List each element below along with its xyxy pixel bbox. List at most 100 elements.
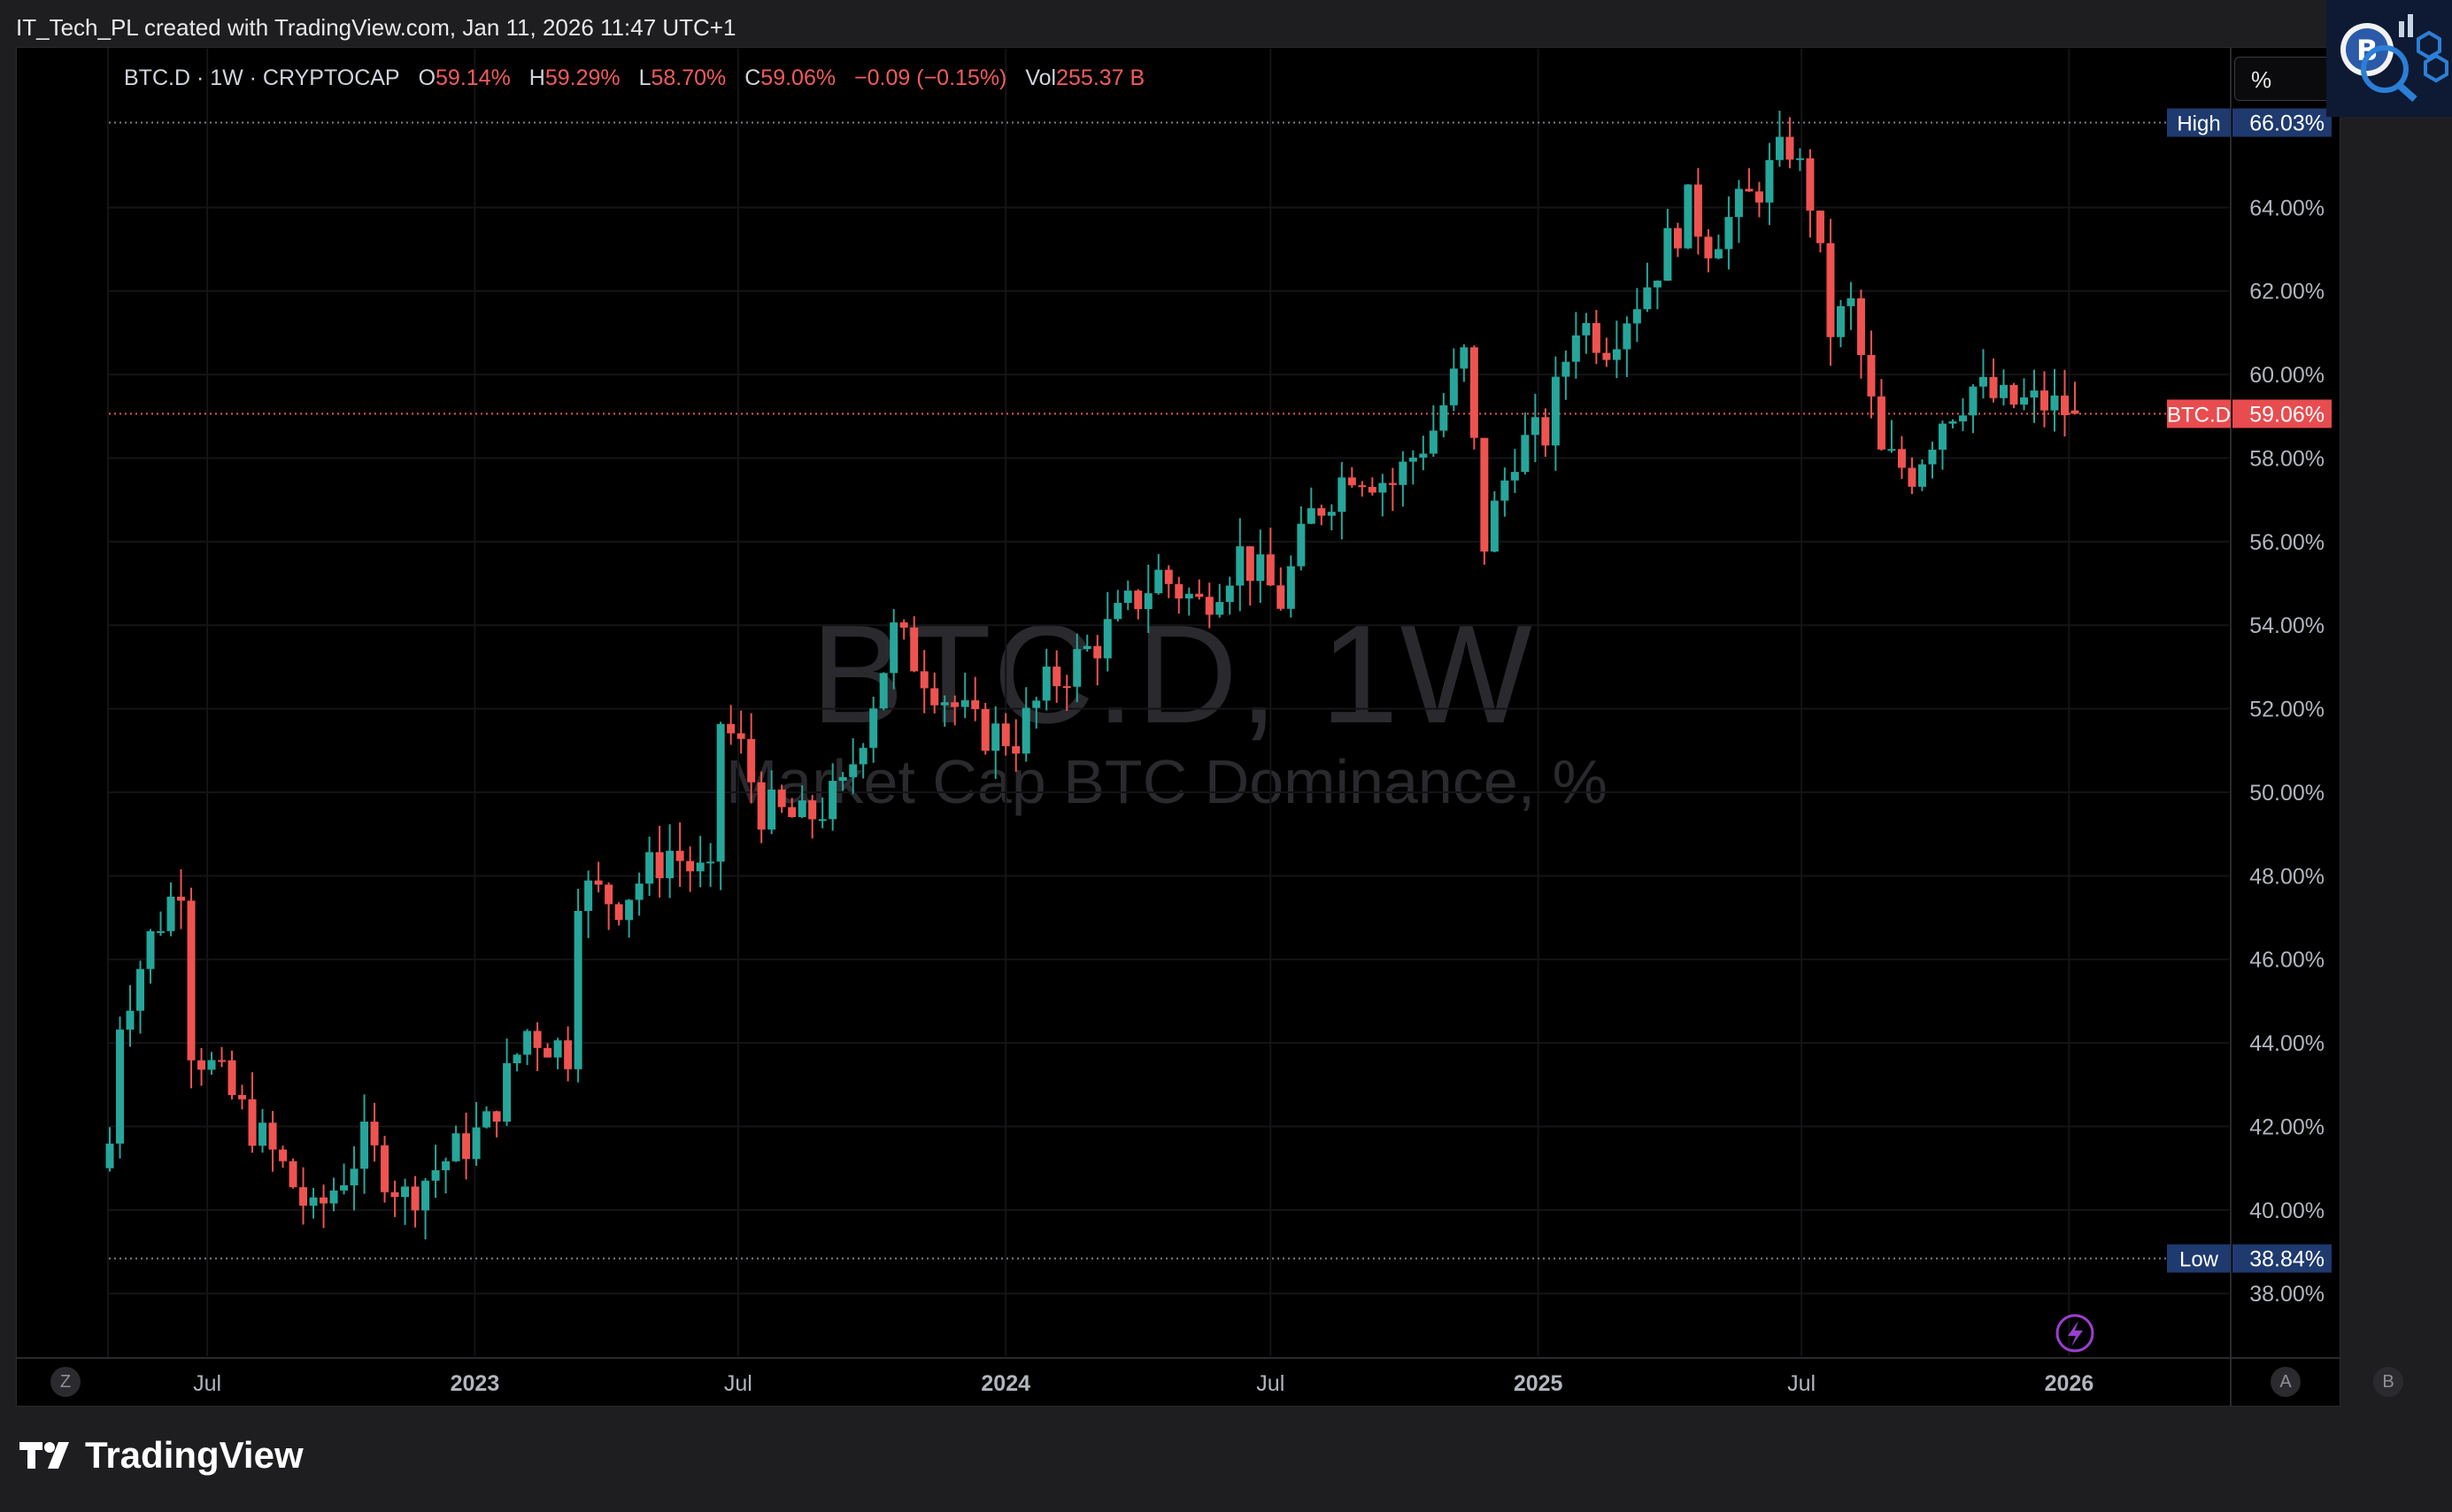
candle-body-2024-04-15 <box>1154 569 1163 594</box>
candle-body-2023-03-27 <box>594 880 603 885</box>
candle-body-2023-02-13 <box>533 1030 542 1048</box>
candle-body-2022-06-20 <box>187 900 196 1061</box>
candle-body-2023-05-15 <box>666 851 675 879</box>
candle-body-2025-05-05 <box>1714 249 1723 258</box>
candle-body-2025-12-15 <box>2039 390 2048 411</box>
candle-body-2022-12-19 <box>451 1133 460 1161</box>
candle-body-2023-07-24 <box>767 789 776 830</box>
low-marker-label-bg <box>2167 1244 2231 1273</box>
y-tick-label: 48.00% <box>2249 864 2325 889</box>
candle-body-2024-07-22 <box>1297 523 1306 567</box>
y-tick-label: 54.00% <box>2249 613 2325 638</box>
auto-scale-button[interactable]: A <box>2271 1367 2301 1397</box>
candle-body-2023-11-27 <box>951 702 960 707</box>
candle-body-2023-03-06 <box>564 1040 573 1069</box>
candle-body-2024-11-04 <box>1449 368 1458 405</box>
tradingview-wordmark: TradingView <box>85 1434 304 1476</box>
tradingview-branding[interactable]: TradingView <box>19 1434 304 1477</box>
candle-body-2025-02-10 <box>1592 322 1600 353</box>
candle-body-2022-05-30 <box>157 930 166 933</box>
candle-body-2024-04-22 <box>1164 569 1173 584</box>
candle-body-2022-06-13 <box>177 896 186 901</box>
candle-body-2023-06-05 <box>696 862 705 872</box>
symbol-watermark: BTC.D, 1W <box>811 597 1534 752</box>
candle-body-2023-02-20 <box>544 1047 552 1058</box>
candle-body-2022-12-12 <box>442 1161 451 1170</box>
log-scale-button[interactable]: B <box>2373 1367 2403 1397</box>
scale-mode-button[interactable]: % <box>2234 57 2332 101</box>
y-tick-label: 64.00% <box>2249 196 2325 220</box>
candle-body-2023-01-30 <box>513 1054 521 1064</box>
candle-body-2025-04-14 <box>1684 184 1692 249</box>
close-label: C <box>744 66 761 90</box>
bitcoin-hexagon-icon: B <box>2340 14 2448 102</box>
candle-body-2026-01-05 <box>2070 410 2079 414</box>
candle-body-2024-12-16 <box>1510 472 1519 481</box>
candle-body-2024-06-10 <box>1236 546 1245 586</box>
candle-body-2024-02-12 <box>1062 686 1071 689</box>
candle-body-2022-07-11 <box>218 1060 227 1062</box>
candle-body-2023-06-26 <box>727 723 736 734</box>
chart-pane[interactable] <box>16 47 2340 1407</box>
y-tick-label: 60.00% <box>2249 363 2325 388</box>
goto-date-button[interactable]: Z <box>50 1367 81 1397</box>
candle-body-2023-05-01 <box>645 852 654 884</box>
candle-body-2023-02-27 <box>553 1040 562 1058</box>
legend-symbol[interactable]: BTC.D · 1W · CRYPTOCAP <box>124 66 400 90</box>
candle-body-2025-11-03 <box>1978 376 1987 387</box>
candle-body-2025-11-24 <box>2009 384 2018 405</box>
candle-body-2024-10-21 <box>1429 430 1438 454</box>
candle-body-2024-07-08 <box>1276 585 1285 609</box>
candle-body-2025-12-22 <box>2050 395 2059 411</box>
candle-body-2022-11-14 <box>401 1186 410 1198</box>
candle-body-2025-07-28 <box>1836 305 1845 337</box>
candle-body-2025-06-02 <box>1754 191 1763 203</box>
candle-body-2025-01-06 <box>1541 417 1550 446</box>
candle-body-2022-05-23 <box>146 930 155 969</box>
candle-body-2024-07-15 <box>1286 566 1295 609</box>
candle-body-2025-02-17 <box>1602 352 1611 360</box>
candle-body-2024-10-07 <box>1408 457 1417 462</box>
candle-body-2024-03-11 <box>1103 619 1112 659</box>
candle-body-2024-06-17 <box>1245 546 1254 582</box>
chart-attribution: IT_Tech_PL created with TradingView.com,… <box>16 14 736 41</box>
candle-body-2024-12-09 <box>1500 480 1509 501</box>
candle-body-2022-08-01 <box>248 1099 257 1146</box>
candle-body-2023-08-07 <box>788 806 797 818</box>
y-tick-label: 40.00% <box>2249 1199 2325 1223</box>
candle-body-2024-01-01 <box>1001 723 1010 746</box>
candle-body-2022-05-02 <box>116 1030 125 1144</box>
candle-body-2024-02-19 <box>1073 649 1082 687</box>
candle-body-2023-07-03 <box>736 733 745 739</box>
tradingview-logo-icon <box>19 1442 69 1469</box>
candle-body-2024-05-20 <box>1205 597 1214 615</box>
y-tick-label: 50.00% <box>2249 781 2325 806</box>
high-marker-label-bg <box>2167 108 2231 137</box>
candle-body-2022-07-25 <box>238 1094 247 1099</box>
candle-body-2022-11-21 <box>411 1186 420 1211</box>
candle-body-2023-01-09 <box>482 1111 491 1128</box>
candle-body-2025-07-21 <box>1826 243 1835 337</box>
candle-body-2022-05-16 <box>136 968 145 1011</box>
candle-body-2025-08-18 <box>1867 355 1876 397</box>
candle-body-2022-12-05 <box>431 1169 440 1181</box>
candle-body-2025-02-03 <box>1582 322 1591 336</box>
candle-body-2024-01-15 <box>1022 707 1030 754</box>
candle-body-2022-08-29 <box>289 1161 297 1188</box>
candle-body-2023-11-13 <box>930 688 939 706</box>
candle-body-2025-10-27 <box>1969 386 1978 416</box>
candle-body-2024-08-26 <box>1347 477 1356 486</box>
candle-body-2022-09-05 <box>299 1187 308 1206</box>
candle-body-2023-09-04 <box>829 781 837 820</box>
candle-body-2025-01-13 <box>1551 376 1560 446</box>
candle-body-2025-08-04 <box>1847 297 1855 306</box>
candle-body-2025-10-20 <box>1958 415 1967 422</box>
candle-body-2024-11-11 <box>1460 347 1469 369</box>
candle-body-2025-03-17 <box>1643 287 1652 310</box>
candle-body-2023-03-13 <box>574 911 582 1069</box>
x-tick-label: 2026 <box>2045 1371 2094 1396</box>
x-tick-label: Jul <box>1256 1371 1284 1396</box>
candle-body-2023-10-16 <box>890 622 898 674</box>
candle-body-2023-05-29 <box>686 860 695 872</box>
